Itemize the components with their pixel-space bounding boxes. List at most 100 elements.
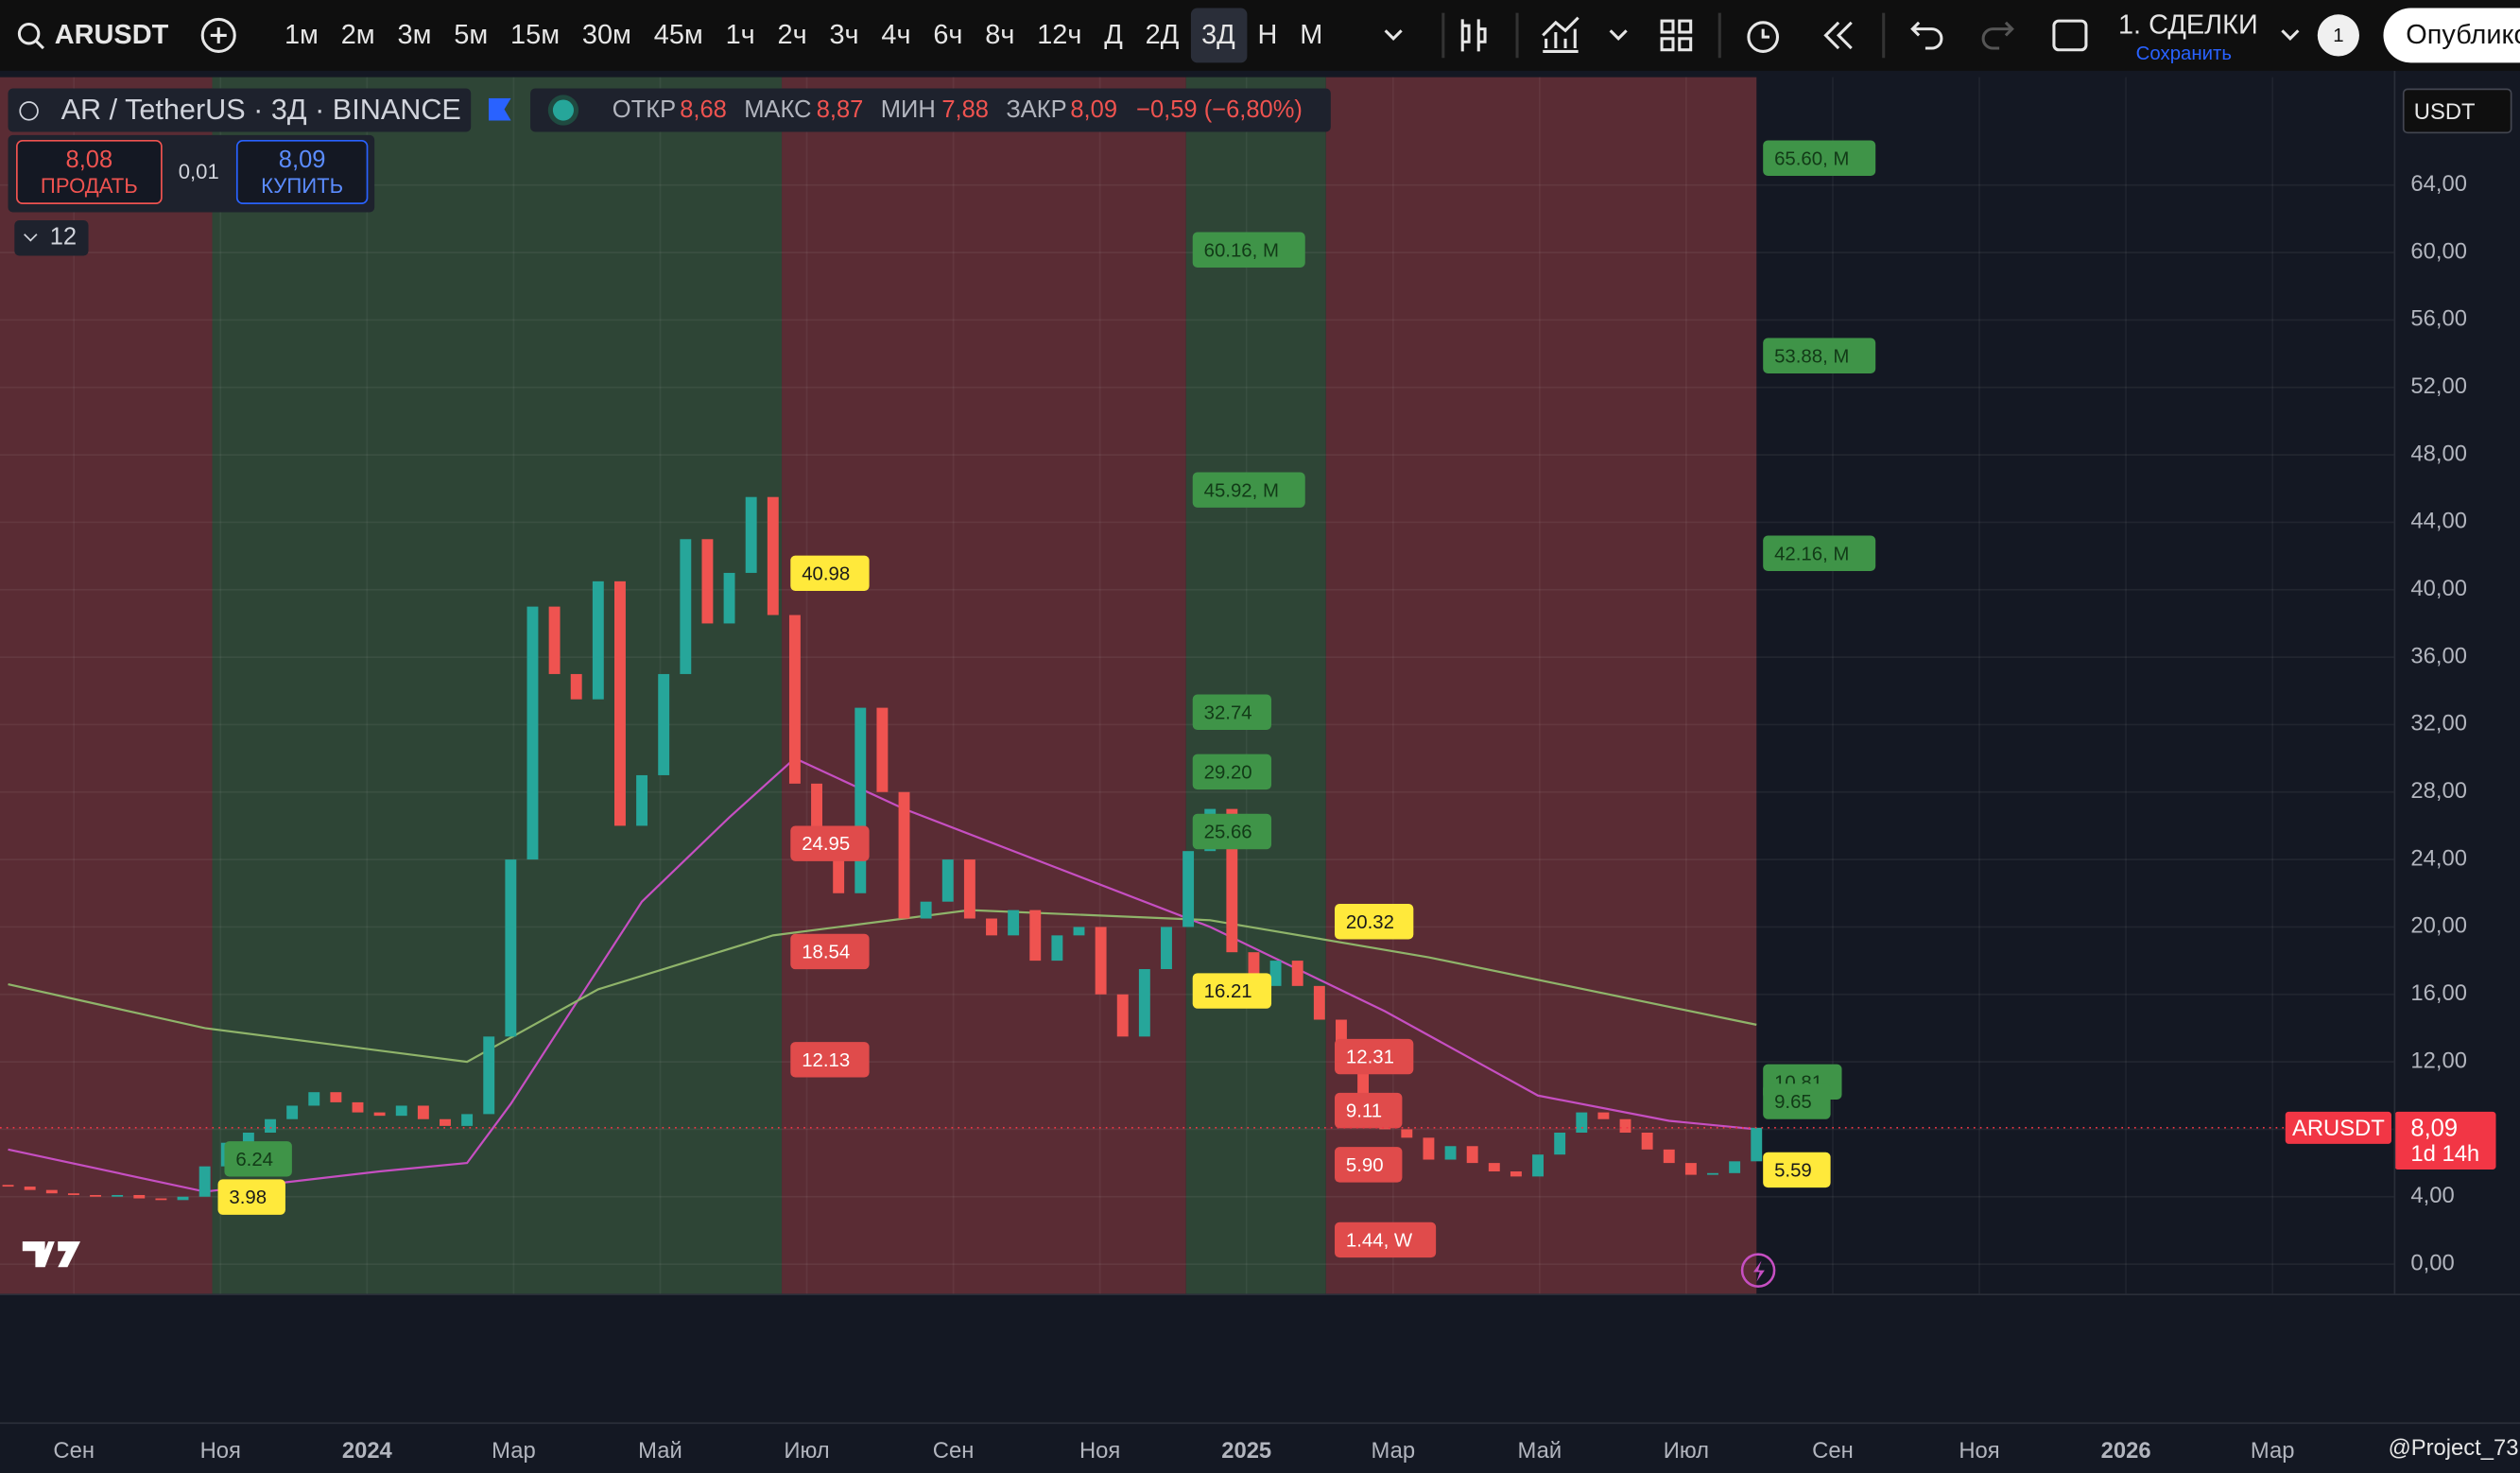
x-tick-label: Мар <box>492 1438 536 1464</box>
level-box <box>1763 140 1876 176</box>
sell-label: ПРОДАТЬ <box>40 173 138 199</box>
symbol-icon <box>19 101 39 121</box>
interval-button[interactable]: 5м <box>454 19 489 50</box>
templates-icon[interactable] <box>1660 19 1675 34</box>
level-label: 3.98 <box>229 1187 267 1208</box>
buy-button[interactable]: 8,09 КУПИТЬ <box>235 139 369 205</box>
level-label: 6.24 <box>235 1150 273 1170</box>
candle <box>658 673 670 775</box>
interval-button[interactable]: 45м <box>653 19 703 50</box>
interval-button[interactable]: 2ч <box>777 19 807 50</box>
x-tick-label: Сен <box>53 1438 95 1464</box>
interval-button[interactable]: 3Д <box>1190 8 1247 63</box>
candle <box>963 859 975 919</box>
candle <box>1073 927 1085 936</box>
fullscreen-icon[interactable] <box>2052 19 2088 52</box>
level-box <box>790 825 870 861</box>
interval-button[interactable]: 6ч <box>933 19 963 50</box>
level-box <box>790 1042 870 1078</box>
more-intervals[interactable] <box>1384 29 1403 41</box>
level-label: 45.92, M <box>1204 480 1279 501</box>
level-label: 60.16, M <box>1204 240 1279 261</box>
signal-zone <box>0 77 213 1295</box>
redo-icon[interactable] <box>1981 21 2014 50</box>
layout-name[interactable]: 1. СДЕЛКИ <box>2117 9 2258 41</box>
interval-button[interactable]: 2м <box>340 19 375 50</box>
y-tick-label: 0,00 <box>2410 1250 2454 1275</box>
replay-bolt <box>1752 1260 1765 1282</box>
interval-button[interactable]: 3м <box>397 19 432 50</box>
level-label: 5.59 <box>1774 1161 1812 1182</box>
candle <box>133 1194 146 1199</box>
spread: 0,01 <box>178 159 219 183</box>
symbol-title[interactable]: AR / TetherUS · 3Д · BINANCE <box>60 93 461 126</box>
candle <box>636 774 648 826</box>
flag-icon[interactable] <box>488 97 511 121</box>
candle <box>1554 1133 1566 1155</box>
candle <box>1576 1112 1588 1134</box>
interval-button[interactable]: 2Д <box>1145 19 1180 50</box>
ohlc-change: −0,59 (−6,80%) <box>1136 96 1303 124</box>
chart-type-icon[interactable] <box>1460 19 1487 52</box>
indicators-toggle[interactable]: 12 <box>14 220 89 256</box>
toolbar-icons <box>17 12 2300 59</box>
interval-button[interactable]: М <box>1300 19 1323 50</box>
layout-save[interactable]: Сохранить <box>2135 42 2233 65</box>
undo-icon[interactable] <box>1910 21 1943 50</box>
alert-icon[interactable] <box>1747 21 1780 53</box>
candle <box>2 1185 14 1187</box>
candle <box>854 707 867 893</box>
x-tick-label: Мар <box>1372 1438 1416 1464</box>
currency-select[interactable]: USDT <box>2402 88 2512 134</box>
candle <box>876 707 889 792</box>
search-icon[interactable] <box>17 22 41 45</box>
candle <box>788 615 801 784</box>
ohlc-box <box>530 88 1331 132</box>
interval-button[interactable]: 1м <box>284 19 319 50</box>
candle <box>1729 1161 1741 1173</box>
candle <box>701 539 714 624</box>
candle <box>1008 910 1020 936</box>
level-box <box>1192 754 1272 790</box>
x-tick-label: Ноя <box>200 1438 241 1464</box>
replay-button[interactable] <box>1740 1253 1776 1288</box>
level-box <box>1763 338 1876 373</box>
candle <box>352 1101 364 1113</box>
interval-button[interactable]: 1ч <box>725 19 755 50</box>
level-label: 53.88, M <box>1774 346 1849 367</box>
interval-button[interactable]: 4ч <box>881 19 911 50</box>
candle <box>920 901 932 919</box>
interval-button[interactable]: 12ч <box>1037 19 1082 50</box>
candle <box>1226 808 1238 953</box>
level-box <box>1192 472 1305 508</box>
publish-button[interactable]: Опублико <box>2383 8 2520 63</box>
add-symbol-icon[interactable] <box>200 17 236 53</box>
candle <box>90 1194 101 1197</box>
candle <box>1532 1154 1544 1177</box>
interval-button[interactable]: 15м <box>510 19 561 50</box>
ohlc-high-label: МАКС <box>744 96 812 124</box>
candle <box>1510 1171 1522 1177</box>
symbol-search[interactable]: ARUSDT <box>54 19 169 50</box>
candle <box>1335 1019 1347 1046</box>
interval-button[interactable]: Д <box>1104 19 1123 50</box>
sell-button[interactable]: 8,08 ПРОДАТЬ <box>16 139 163 205</box>
candle <box>592 581 604 700</box>
candle <box>198 1166 211 1197</box>
level-box <box>1763 535 1876 571</box>
candle <box>767 496 779 615</box>
level-label: 25.66 <box>1204 823 1252 843</box>
y-tick-label: 32,00 <box>2410 711 2467 736</box>
notification-badge[interactable]: 1 <box>2317 14 2359 57</box>
interval-button[interactable]: 30м <box>581 19 631 50</box>
replay-icon[interactable] <box>1823 21 1853 50</box>
interval-button[interactable]: 3ч <box>829 19 859 50</box>
interval-button[interactable]: Н <box>1257 19 1278 50</box>
y-tick-label: 28,00 <box>2410 778 2467 804</box>
indicators-icon[interactable] <box>1542 16 1579 53</box>
price-tag <box>2394 1111 2496 1170</box>
y-tick-label: 44,00 <box>2410 509 2467 534</box>
interval-button[interactable]: 8ч <box>985 19 1015 50</box>
level-label: 29.20 <box>1204 762 1252 783</box>
